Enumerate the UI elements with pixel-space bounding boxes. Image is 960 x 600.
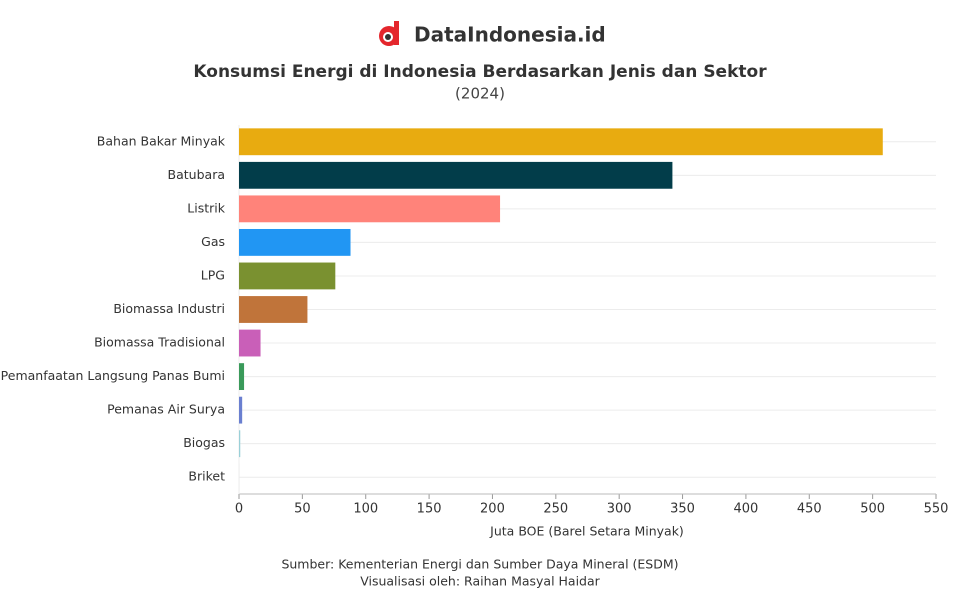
x-tick-label: 550 — [924, 502, 949, 517]
y-tick-label: Listrik — [187, 200, 225, 215]
bar — [239, 329, 261, 357]
brand: DataIndonesia.id — [414, 23, 606, 47]
x-tick-label: 0 — [235, 502, 243, 517]
x-tick-label: 500 — [860, 502, 885, 517]
credit: Visualisasi oleh: Raihan Masyal Haidar — [360, 574, 600, 589]
x-tick-label: 350 — [670, 502, 695, 517]
bar — [239, 195, 501, 223]
chart-subtitle: (2024) — [455, 85, 505, 103]
y-tick-label: Batubara — [168, 167, 225, 182]
y-tick-label: Biomassa Tradisional — [94, 335, 225, 350]
source: Sumber: Kementerian Energi dan Sumber Da… — [281, 557, 678, 572]
bar — [239, 128, 883, 156]
x-tick-label: 200 — [480, 502, 505, 517]
x-tick-label: 100 — [353, 502, 378, 517]
y-tick-label: Biogas — [183, 435, 225, 450]
x-tick-label: 150 — [417, 502, 442, 517]
x-tick-label: 300 — [607, 502, 632, 517]
x-tick-label: 400 — [733, 502, 758, 517]
logo — [379, 21, 399, 46]
bar — [239, 430, 241, 458]
bar — [239, 363, 245, 391]
x-axis-label: Juta BOE (Barel Setara Minyak) — [489, 524, 684, 539]
bar — [239, 396, 243, 424]
y-tick-label: Biomassa Industri — [113, 301, 225, 316]
x-tick-label: 50 — [294, 502, 311, 517]
bar — [239, 296, 308, 323]
x-tick-label: 450 — [797, 502, 822, 517]
chart-title: Konsumsi Energi di Indonesia Berdasarkan… — [193, 62, 767, 82]
y-tick-label: Briket — [188, 469, 225, 484]
y-tick-label: Gas — [201, 234, 225, 249]
bar — [239, 228, 351, 256]
y-tick-label: LPG — [201, 267, 225, 282]
y-tick-label: Bahan Bakar Minyak — [97, 133, 226, 148]
x-tick-label: 250 — [543, 502, 568, 517]
bar — [239, 161, 673, 189]
bar — [239, 262, 336, 290]
y-tick-label: Pemanas Air Surya — [107, 402, 225, 417]
y-tick-label: Pemanfaatan Langsung Panas Bumi — [1, 368, 225, 383]
